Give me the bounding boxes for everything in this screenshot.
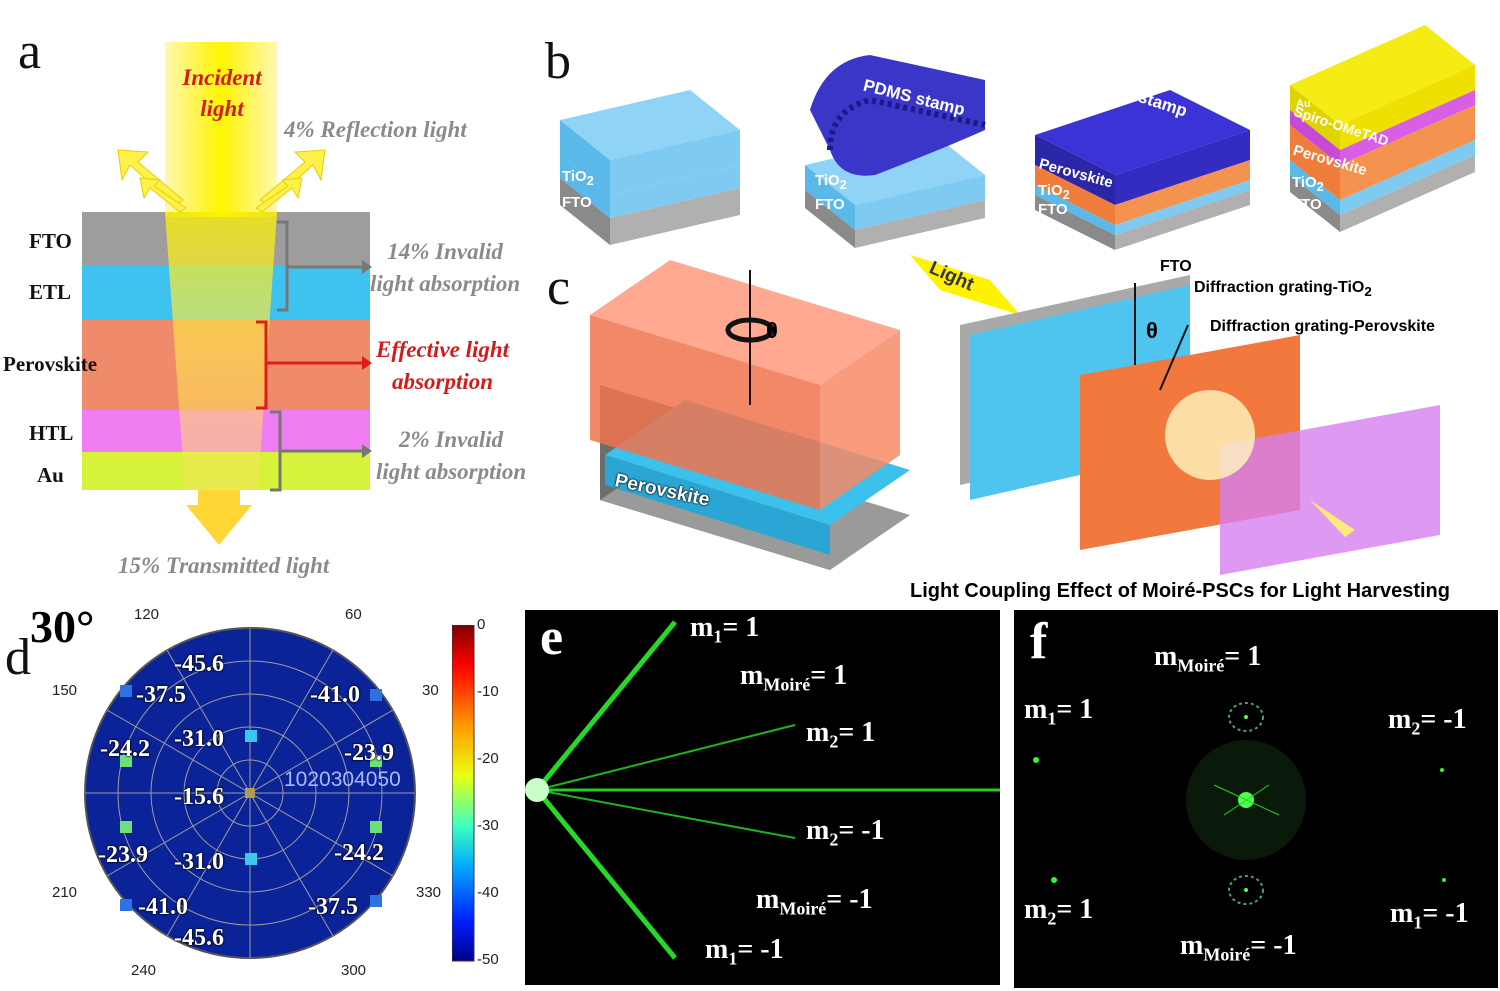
d-tick-240: 240: [131, 962, 157, 979]
panel-a-diagram: [82, 42, 372, 545]
d-val-5: -31.0: [174, 726, 224, 752]
e-label-mmoire: mMoiré= 1: [740, 660, 848, 695]
c-tio2: TiO2: [616, 532, 648, 552]
panel-letter-a: a: [18, 23, 42, 80]
e-label-m1: m1= 1: [690, 612, 760, 647]
b4-fto: FTO: [1292, 196, 1322, 213]
b3-fto: FTO: [1038, 201, 1068, 218]
b4-au: Au: [1296, 98, 1311, 110]
cb-tick-40: -40: [477, 884, 499, 901]
panel-f-image: [1014, 610, 1498, 988]
b4-tio2: TiO2: [1292, 174, 1324, 194]
transmitted-arrow: [186, 490, 252, 545]
layer-label-htl: HTL: [29, 421, 74, 445]
c-theta-right: θ: [1146, 318, 1158, 343]
b-step3: [1035, 90, 1250, 250]
d-tick-150: 150: [52, 682, 78, 699]
reflection-arrow-right: [259, 149, 326, 206]
d-val-2: -37.5: [136, 682, 186, 708]
c-theta-left: θ: [766, 318, 778, 343]
d-val-4: -24.2: [100, 736, 150, 762]
b-step2: [805, 55, 986, 248]
incident-beam: [165, 42, 277, 217]
f-label-m2: m2= 1: [1024, 894, 1094, 929]
d-val-3: -41.0: [310, 682, 360, 708]
b1-fto: FTO: [562, 194, 592, 211]
d-polar-plot: [84, 627, 416, 959]
d-val-10: -24.2: [334, 840, 384, 866]
c-fto-right: FTO: [1160, 258, 1192, 275]
invalid1-label: 14% Invalid light absorption: [370, 239, 521, 296]
f-label-m1: m1= 1: [1024, 694, 1094, 729]
panel-letter-f: f: [1030, 613, 1048, 670]
layer-label-fto: FTO: [29, 229, 72, 253]
d-val-12: -37.5: [308, 894, 358, 920]
c-caption: Light Coupling Effect of Moiré-PSCs for …: [910, 580, 1450, 602]
f-label-mmoire-neg: mMoiré= -1: [1180, 930, 1297, 965]
d-tick-60: 60: [345, 606, 362, 623]
d-tick-120: 120: [134, 606, 160, 623]
f-label-m2-neg: m2= -1: [1388, 704, 1467, 739]
d-val-7: -15.6: [174, 784, 224, 810]
e-label-m2: m2= 1: [806, 717, 876, 752]
transmitted-label: 15% Transmitted light: [118, 553, 330, 578]
d-val-11: -41.0: [138, 894, 188, 920]
b1-tio2: TiO2: [562, 168, 594, 188]
b2-tio2: TiO2: [815, 172, 847, 192]
f-label-m1-neg: m1= -1: [1390, 898, 1469, 933]
d-radial-ticks: 1020304050: [284, 768, 401, 791]
cb-tick-50: -50: [477, 951, 499, 968]
d-val-8: -23.9: [98, 842, 148, 868]
c-right-device: [910, 255, 1440, 575]
panel-letter-e: e: [540, 609, 564, 666]
cb-tick-20: -20: [477, 750, 499, 767]
d-colorbar: [452, 625, 475, 962]
layer-label-etl: ETL: [29, 280, 72, 304]
c-fto: FTO: [616, 555, 646, 572]
layer-label-perovskite: Perovskite: [3, 352, 98, 376]
d-val-6: -23.9: [344, 740, 394, 766]
c-grating-tio2: Diffraction grating-TiO2: [1194, 279, 1372, 300]
beam-cone: [165, 212, 277, 490]
e-label-m1-neg: m1= -1: [705, 934, 784, 969]
c-grating-perovskite: Diffraction grating-Perovskite: [1210, 318, 1435, 335]
cb-tick-10: -10: [477, 683, 499, 700]
b2-fto: FTO: [815, 196, 845, 213]
invalid2-label: 2% Invalid light absorption: [376, 427, 527, 484]
d-tick-330: 330: [416, 884, 442, 901]
panel-letter-c: c: [547, 259, 571, 316]
reflection-label: 4% Reflection light: [284, 117, 467, 142]
cb-tick-0: 0: [477, 616, 486, 633]
panel-e-image: [525, 610, 1000, 985]
d-val-1: -45.6: [174, 651, 224, 677]
f-label-mmoire: mMoiré= 1: [1154, 641, 1262, 676]
e-label-m2-neg: m2= -1: [806, 815, 885, 850]
d-val-9: -31.0: [174, 849, 224, 875]
effective-label: Effective light absorption: [376, 337, 510, 394]
reflection-arrow-left: [117, 149, 184, 206]
c-left-device: [590, 260, 910, 570]
panel-b-diagram: [560, 25, 1475, 250]
d-tick-30: 30: [422, 682, 439, 699]
panel-letter-b: b: [545, 33, 571, 90]
panel-c-diagram: [590, 255, 1440, 575]
d-angle: 30°: [30, 601, 95, 652]
d-val-13: -45.6: [174, 925, 224, 951]
b-step4: [1290, 25, 1475, 232]
incident-light-label: Incident light: [182, 65, 262, 121]
d-tick-210: 210: [52, 884, 78, 901]
e-label-mmoire-neg: mMoiré= -1: [756, 884, 873, 919]
layer-label-au: Au: [37, 463, 64, 487]
b-step1: [560, 90, 740, 245]
cb-tick-30: -30: [477, 817, 499, 834]
b3-tio2: TiO2: [1038, 182, 1070, 202]
d-tick-300: 300: [341, 962, 367, 979]
panel-letter-d: d: [5, 629, 31, 686]
